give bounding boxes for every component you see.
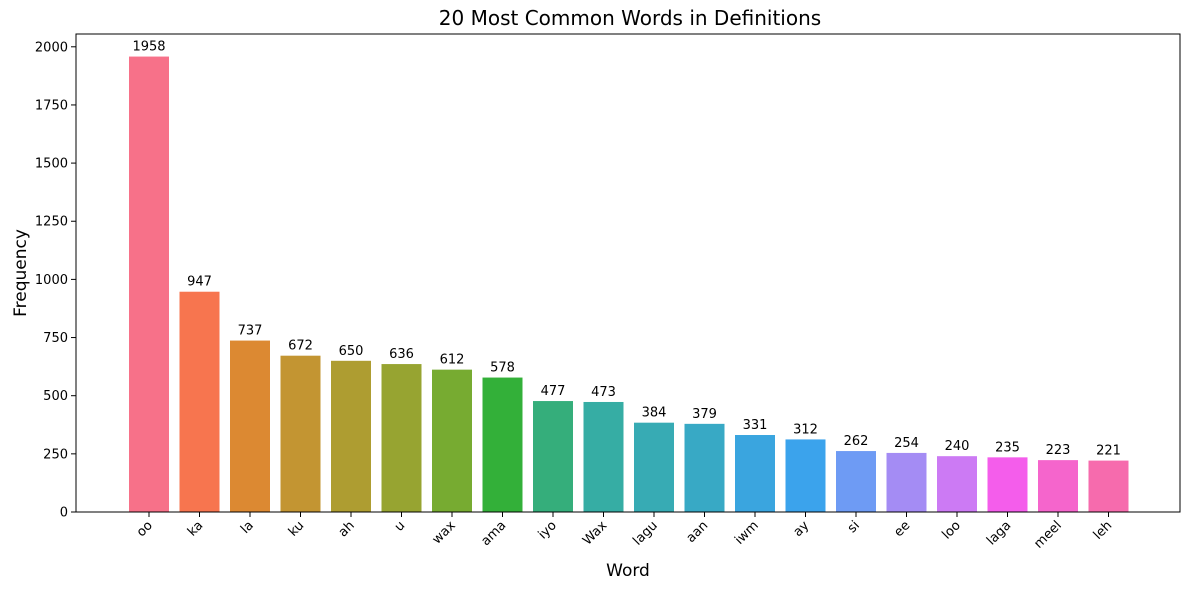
y-tick-label: 500 [43,389,68,404]
data-label-leh: 221 [1096,444,1121,459]
bar-ay [785,439,826,512]
plot-frame [75,33,1181,513]
y-tick-label: 2000 [35,40,68,55]
data-label-Wax: 473 [591,385,616,400]
bar-iwm [735,435,775,512]
bar-Wax [583,401,624,512]
data-label-ee: 254 [894,436,919,451]
chart-title: 20 Most Common Words in Definitions [439,6,821,30]
y-tick-label: 0 [60,506,68,521]
x-tick-label: ku [286,518,307,539]
data-label-oo: 1958 [132,40,165,55]
data-label-ku: 672 [288,339,313,354]
data-label-si: 262 [844,434,869,449]
x-axis: oo ka la ku ah u wax ama iyo Wax lagu aan iwm ay si ee l… [134,512,1115,552]
x-tick-label: wax [430,518,459,547]
x-tick-label: iwm [732,518,762,548]
x-tick-label: u [392,518,408,534]
data-label-lagu: 384 [642,406,667,421]
x-tick-label: lagu [630,518,660,548]
bar-lagu [634,422,674,512]
bar-leh [1088,460,1129,512]
x-tick-label: oo [134,518,156,540]
data-label-ay: 312 [793,422,818,437]
x-tick-label: leh [1091,518,1116,543]
data-label-wax: 612 [440,353,465,368]
bar-wax [432,369,472,512]
x-tick-label: ah [336,518,358,540]
bar-ka [179,291,220,512]
y-tick-label: 1250 [35,215,68,230]
x-tick-label: Wax [580,518,610,548]
y-tick-label: 1750 [35,98,68,113]
bar-ama [482,377,523,512]
bars-group [129,56,1129,512]
x-tick-label: ka [185,518,206,539]
data-label-iyo: 477 [541,384,566,399]
bar-u [381,364,422,512]
x-tick-label: ama [478,518,509,549]
data-label-iwm: 331 [743,418,768,433]
data-label-aan: 379 [692,407,717,422]
y-tick-label: 750 [43,331,68,346]
bar-loo [937,456,977,512]
data-label-u: 636 [389,347,414,362]
data-label-ka: 947 [187,275,212,290]
data-label-la: 737 [238,324,263,339]
x-tick-label: ay [791,518,813,540]
data-label-ama: 578 [490,361,515,376]
x-tick-label: ee [891,518,913,540]
data-label-loo: 240 [945,439,970,454]
bar-aan [684,423,725,512]
bar-ee [886,452,927,512]
bar-si [836,451,876,512]
y-tick-label: 1500 [35,157,68,172]
bar-ku [280,355,321,512]
bar-ah [331,360,371,512]
y-axis: 0 250 500 750 1000 1250 1500 1750 2000 [35,40,76,521]
y-tick-label: 250 [43,447,68,462]
data-label-ah: 650 [339,344,364,359]
bar-oo [129,56,169,512]
x-tick-label: aan [684,518,712,546]
x-tick-label: iyo [536,518,560,542]
data-label-meel: 223 [1046,443,1071,458]
x-tick-label: loo [939,518,963,542]
data-labels-group: 1958 947 737 672 650 636 612 578 477 473 384 379 331… [132,40,1120,459]
x-tick-label: si [845,518,863,536]
y-axis-label: Frequency [11,229,31,317]
x-tick-label: meel [1031,518,1064,551]
y-tick-label: 1000 [35,273,68,288]
bar-la [230,340,270,512]
x-tick-label: la [238,518,257,537]
bar-iyo [533,401,573,512]
x-axis-label: Word [606,561,650,581]
bar-laga [987,457,1028,512]
x-tick-label: laga [984,518,1014,548]
bar-meel [1038,460,1078,512]
data-label-laga: 235 [995,440,1020,455]
